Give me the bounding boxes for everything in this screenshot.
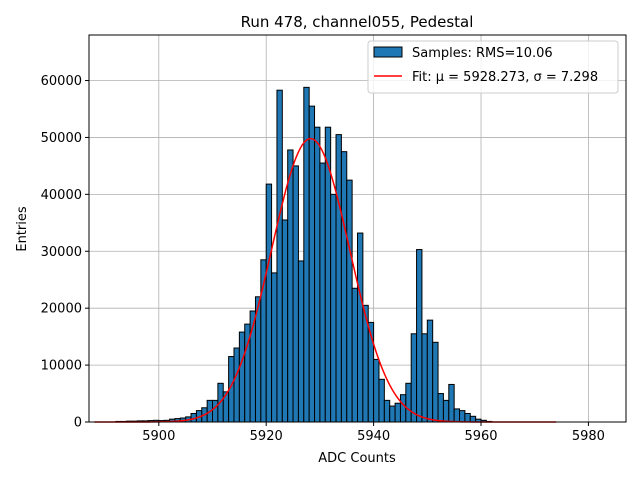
histogram-bar (378, 378, 385, 423)
plot-frame (88, 34, 627, 423)
histogram-bar (238, 331, 246, 423)
x-tick-label: 5920 (250, 429, 283, 444)
histogram-bar (335, 134, 342, 423)
histogram-bar (330, 193, 337, 423)
histogram-bar (469, 415, 477, 423)
histogram-bar (459, 410, 466, 423)
histogram-bar (303, 86, 310, 423)
x-axis-label: ADC Counts (318, 451, 396, 466)
histogram-bar (464, 412, 471, 423)
histogram-bar (297, 260, 305, 423)
chart-title: Run 478, channel055, Pedestal (241, 13, 474, 31)
histogram-bar (357, 232, 364, 423)
histogram-bar (265, 183, 273, 423)
histogram-bar (351, 287, 359, 423)
histogram-bar (308, 105, 316, 423)
y-tick-label: 0 (74, 416, 82, 431)
histogram-bar (421, 333, 428, 423)
y-axis-ticks: 0 10000 20000 30000 40000 50000 60000 (41, 74, 89, 431)
histogram-bar (292, 165, 299, 423)
histogram-bar (276, 89, 283, 423)
histogram-bar (437, 393, 444, 423)
histogram-bar (281, 219, 289, 423)
histogram-bar (373, 358, 380, 423)
x-axis-ticks: 5900 5920 5940 5960 5980 (142, 422, 605, 444)
histogram-bar (448, 383, 455, 423)
legend-fit-label: Fit: μ = 5928.273, σ = 7.298 (412, 70, 598, 85)
y-tick-label: 30000 (41, 245, 82, 260)
x-tick-label: 5940 (357, 429, 390, 444)
histogram-bar (410, 333, 418, 423)
histogram-bar (212, 399, 219, 423)
histogram-bar (389, 405, 396, 423)
histogram-bar (453, 408, 461, 423)
legend-histogram-swatch (373, 46, 403, 58)
x-tick-label: 5980 (572, 429, 605, 444)
y-axis-label: Entries (15, 206, 30, 252)
histogram-bar (233, 347, 240, 423)
legend-box (367, 40, 619, 94)
histogram-bar (383, 399, 391, 423)
x-tick-label: 5960 (464, 429, 497, 444)
histogram-bar (405, 382, 412, 423)
histogram-bar (319, 162, 326, 423)
y-tick-label: 20000 (41, 302, 82, 317)
y-tick-label: 50000 (41, 131, 82, 146)
y-tick-label: 60000 (41, 74, 82, 89)
legend-histogram-label: Samples: RMS=10.06 (412, 46, 553, 61)
histogram-bar (426, 319, 434, 423)
histogram-bar (432, 341, 439, 423)
y-tick-label: 40000 (41, 188, 82, 203)
legend: Samples: RMS=10.06 Fit: μ = 5928.273, σ … (367, 40, 619, 94)
histogram-bar (416, 249, 423, 423)
histogram-bar (340, 151, 348, 423)
histogram-bar (394, 402, 401, 423)
x-tick-label: 5900 (142, 429, 175, 444)
histogram-bar (346, 179, 353, 423)
histogram-bar (287, 149, 294, 423)
histogram-bar (271, 272, 278, 423)
y-tick-label: 10000 (41, 359, 82, 374)
histogram-bar (442, 399, 450, 423)
histogram-bar (314, 126, 321, 423)
histogram-bar (399, 394, 407, 423)
